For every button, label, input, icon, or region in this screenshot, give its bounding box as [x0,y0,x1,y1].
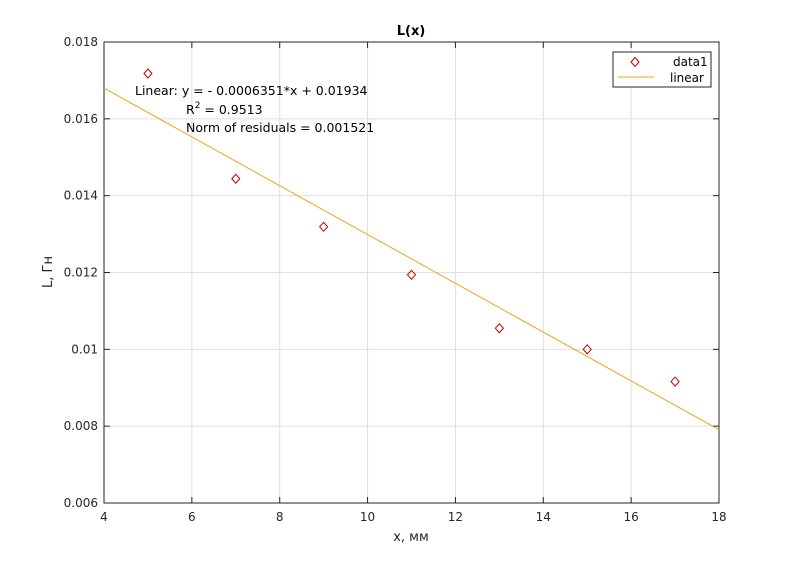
ticks: 4 6 8 10 12 14 16 18 0.006 0.008 0.01 0.012 0.014 0.0… [64,35,727,524]
legend: data1 linear [612,51,712,88]
data-point [670,376,680,387]
x-tick-label: 8 [276,510,284,524]
x-axis-label: x, мм [393,530,429,545]
x-tick-label: 14 [536,510,551,524]
annotation-equation: Linear: y = - 0.0006351*x + 0.01934 [135,83,368,98]
y-tick-label: 0.008 [64,419,98,433]
y-tick-label: 0.014 [64,189,98,203]
data-point [582,344,592,355]
x-tick-label: 4 [100,510,108,524]
fit-annotation: Linear: y = - 0.0006351*x + 0.01934 R2 =… [135,83,374,135]
x-tick-label: 18 [711,510,726,524]
y-tick-label: 0.01 [71,342,98,356]
x-tick-label: 12 [448,510,463,524]
annotation-r2-sup: 2 [195,101,201,111]
data-point [231,173,241,185]
x-tick-label: 16 [624,510,639,524]
y-tick-label: 0.012 [64,266,98,280]
data-point [318,221,329,233]
chart-title: L(x) [397,24,426,39]
y-tick-label: 0.016 [64,112,98,126]
series-data1 [143,68,680,387]
x-tick-label: 6 [188,510,196,524]
legend-marker-data1 [630,56,640,68]
annotation-residuals: Norm of residuals = 0.001521 [186,120,374,135]
data-point [406,269,417,281]
annotation-r2-suffix: = 0.9513 [200,102,262,117]
legend-box [612,51,712,88]
series-linear [103,87,720,431]
y-tick-label: 0.006 [64,496,98,510]
legend-label-data1: data1 [673,55,708,69]
y-axis-label: L, Гн [41,256,56,288]
x-tick-label: 10 [360,510,375,524]
legend-label-linear: linear [670,71,704,85]
annotation-r2-prefix: R [186,102,195,117]
fit-line [103,87,720,431]
y-tick-label: 0.018 [64,35,98,49]
data-point [494,322,505,334]
data-point [143,68,153,79]
annotation-r2: R2 = 0.9513 [186,101,263,117]
